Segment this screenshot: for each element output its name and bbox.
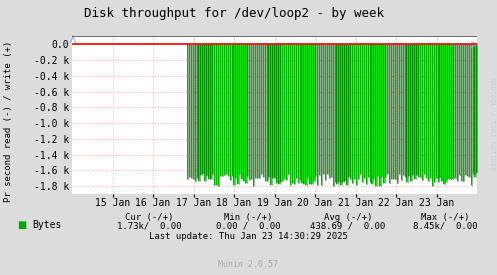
Text: Avg (-/+): Avg (-/+)	[324, 213, 372, 222]
Text: ■: ■	[17, 220, 27, 230]
Text: Disk throughput for /dev/loop2 - by week: Disk throughput for /dev/loop2 - by week	[83, 7, 384, 20]
Text: Pr second read (-) / write (+): Pr second read (-) / write (+)	[4, 40, 13, 202]
Text: RRDTOOL / TOBI OETIKER: RRDTOOL / TOBI OETIKER	[489, 77, 495, 170]
Text: Bytes: Bytes	[32, 220, 62, 230]
Text: 438.69 /  0.00: 438.69 / 0.00	[310, 221, 386, 230]
Text: Max (-/+): Max (-/+)	[420, 213, 469, 222]
Text: Munin 2.0.57: Munin 2.0.57	[219, 260, 278, 269]
Text: Last update: Thu Jan 23 14:30:29 2025: Last update: Thu Jan 23 14:30:29 2025	[149, 232, 348, 241]
Text: Min (-/+): Min (-/+)	[224, 213, 273, 222]
Text: Cur (-/+): Cur (-/+)	[125, 213, 173, 222]
Text: 8.45k/  0.00: 8.45k/ 0.00	[413, 221, 477, 230]
Text: 1.73k/  0.00: 1.73k/ 0.00	[117, 221, 181, 230]
Text: 0.00 /  0.00: 0.00 / 0.00	[216, 221, 281, 230]
